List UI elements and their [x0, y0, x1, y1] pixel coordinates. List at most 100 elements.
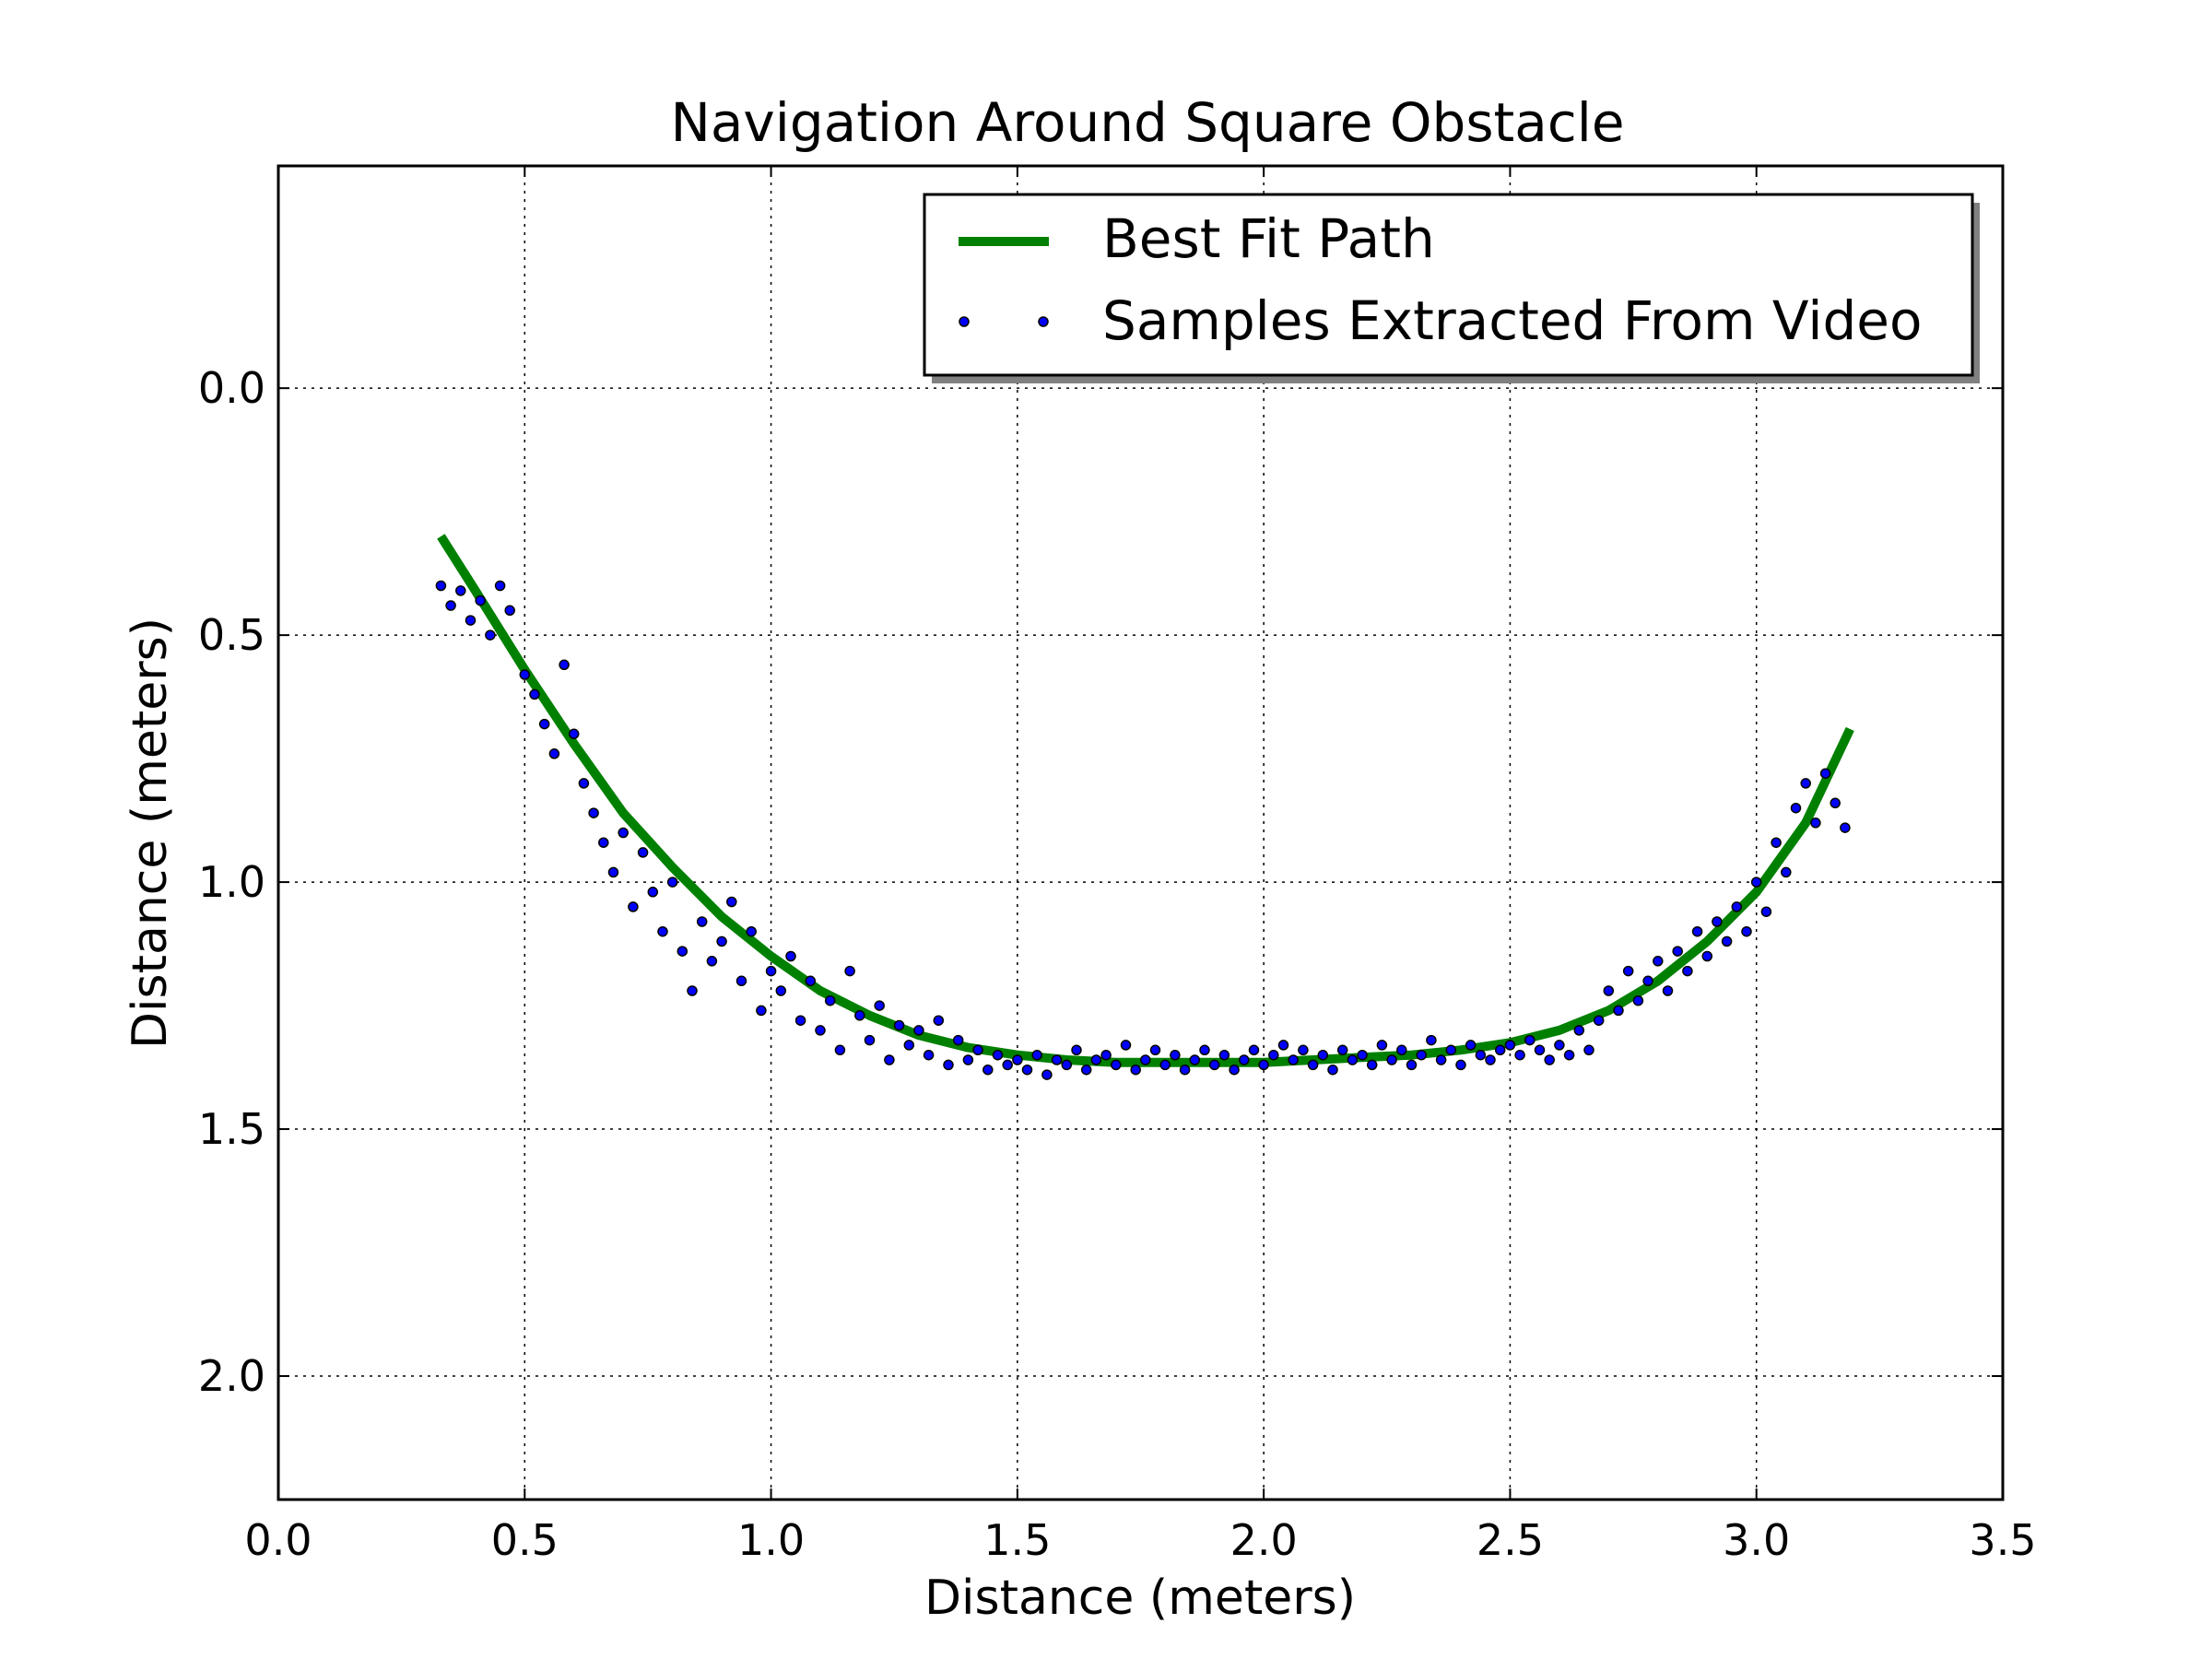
sample-point — [1494, 1044, 1506, 1056]
sample-point — [1336, 1044, 1348, 1056]
sample-point — [1199, 1044, 1210, 1056]
sample-point — [1277, 1040, 1289, 1051]
sample-point — [1573, 1025, 1585, 1036]
x-axis-label: Distance (meters) — [924, 1571, 1356, 1626]
sample-point — [465, 615, 477, 626]
sample-point — [548, 748, 560, 759]
sample-point — [435, 580, 447, 592]
sample-point — [455, 585, 466, 596]
sample-point — [1603, 985, 1615, 996]
sample-point — [1288, 1054, 1299, 1065]
sample-point — [588, 807, 599, 818]
legend-box — [923, 193, 1974, 377]
sample-point — [1051, 1054, 1063, 1065]
sample-point — [1445, 1044, 1457, 1056]
sample-point — [726, 896, 737, 908]
sample-point — [519, 669, 531, 680]
data-layer — [435, 534, 1854, 1080]
sample-point — [1347, 1054, 1359, 1065]
sample-point — [1179, 1064, 1191, 1076]
sample-point — [992, 1049, 1004, 1061]
sample-point — [1455, 1059, 1466, 1071]
legend-marker-swatch — [1038, 316, 1049, 327]
sample-point — [445, 600, 456, 611]
sample-point — [746, 925, 757, 937]
x-tick-label: 1.5 — [983, 1515, 1051, 1565]
sample-point — [1504, 1040, 1516, 1051]
y-tick-label: 1.0 — [198, 857, 265, 907]
sample-point — [824, 994, 836, 1006]
y-tick-label: 2.0 — [198, 1351, 265, 1401]
sample-point — [1731, 901, 1743, 912]
sample-point — [1475, 1049, 1487, 1061]
sample-point — [972, 1044, 983, 1056]
sample-point — [815, 1025, 826, 1036]
sample-point — [1100, 1049, 1112, 1061]
sample-point — [1149, 1044, 1161, 1056]
sample-point — [1357, 1049, 1368, 1061]
sample-point — [1593, 1015, 1605, 1026]
sample-point — [607, 866, 619, 878]
sample-point — [1258, 1059, 1269, 1071]
sample-point — [1534, 1044, 1546, 1056]
sample-point — [598, 837, 609, 848]
sample-point — [494, 580, 506, 592]
legend-label-best-fit-path: Best Fit Path — [1102, 207, 1435, 270]
sample-point — [1031, 1049, 1042, 1061]
chart-title: Navigation Around Square Obstacle — [670, 91, 1624, 154]
x-tick-label: 2.5 — [1477, 1515, 1544, 1565]
sample-point — [687, 985, 698, 996]
sample-point — [1317, 1049, 1329, 1061]
sample-point — [933, 1015, 945, 1026]
sample-point — [1002, 1059, 1013, 1071]
sample-point — [982, 1064, 994, 1076]
sample-point — [1514, 1049, 1525, 1061]
sample-point — [1189, 1054, 1201, 1065]
sample-point — [1426, 1034, 1437, 1046]
plot-frame — [276, 164, 2005, 1501]
sample-point — [1090, 1054, 1102, 1065]
sample-point — [893, 1019, 905, 1031]
sample-point — [775, 985, 787, 996]
sample-point — [1239, 1054, 1250, 1065]
sample-point — [1485, 1054, 1496, 1065]
sample-point — [1396, 1044, 1407, 1056]
sample-point — [1622, 965, 1634, 977]
sample-point — [1307, 1059, 1319, 1071]
sample-point — [568, 728, 580, 740]
legend-label-samples: Samples Extracted From Video — [1102, 289, 1922, 352]
legend-marker-swatch — [959, 316, 970, 327]
sample-point — [962, 1054, 974, 1065]
sample-point — [559, 659, 570, 671]
sample-point — [1406, 1059, 1418, 1071]
sample-point — [805, 975, 817, 987]
sample-point — [578, 778, 590, 789]
sample-point — [1781, 866, 1792, 878]
sample-point — [785, 950, 796, 962]
sample-point — [1800, 778, 1811, 789]
sample-point — [1750, 877, 1762, 888]
x-tick-label: 1.0 — [737, 1515, 805, 1565]
sample-point — [1061, 1059, 1073, 1071]
sample-point — [884, 1054, 895, 1065]
sample-point — [1563, 1049, 1575, 1061]
x-tick-label: 0.5 — [491, 1515, 559, 1565]
sample-point — [1229, 1064, 1240, 1076]
sample-point — [1790, 802, 1802, 814]
sample-point — [1524, 1034, 1535, 1046]
sample-point — [647, 887, 659, 898]
sample-point — [834, 1044, 846, 1056]
sample-point — [1554, 1040, 1565, 1051]
sample-point — [1810, 818, 1821, 829]
sample-point — [1159, 1059, 1171, 1071]
sample-point — [657, 925, 668, 937]
x-tick-label: 2.0 — [1230, 1515, 1298, 1565]
sample-point — [1120, 1040, 1132, 1051]
x-tick-label: 3.5 — [1969, 1515, 2036, 1565]
grid-lines — [278, 166, 2003, 1500]
y-tick-label: 0.5 — [198, 610, 265, 660]
sample-point — [1642, 975, 1653, 987]
sample-point — [952, 1034, 964, 1046]
sample-point — [1298, 1044, 1309, 1056]
